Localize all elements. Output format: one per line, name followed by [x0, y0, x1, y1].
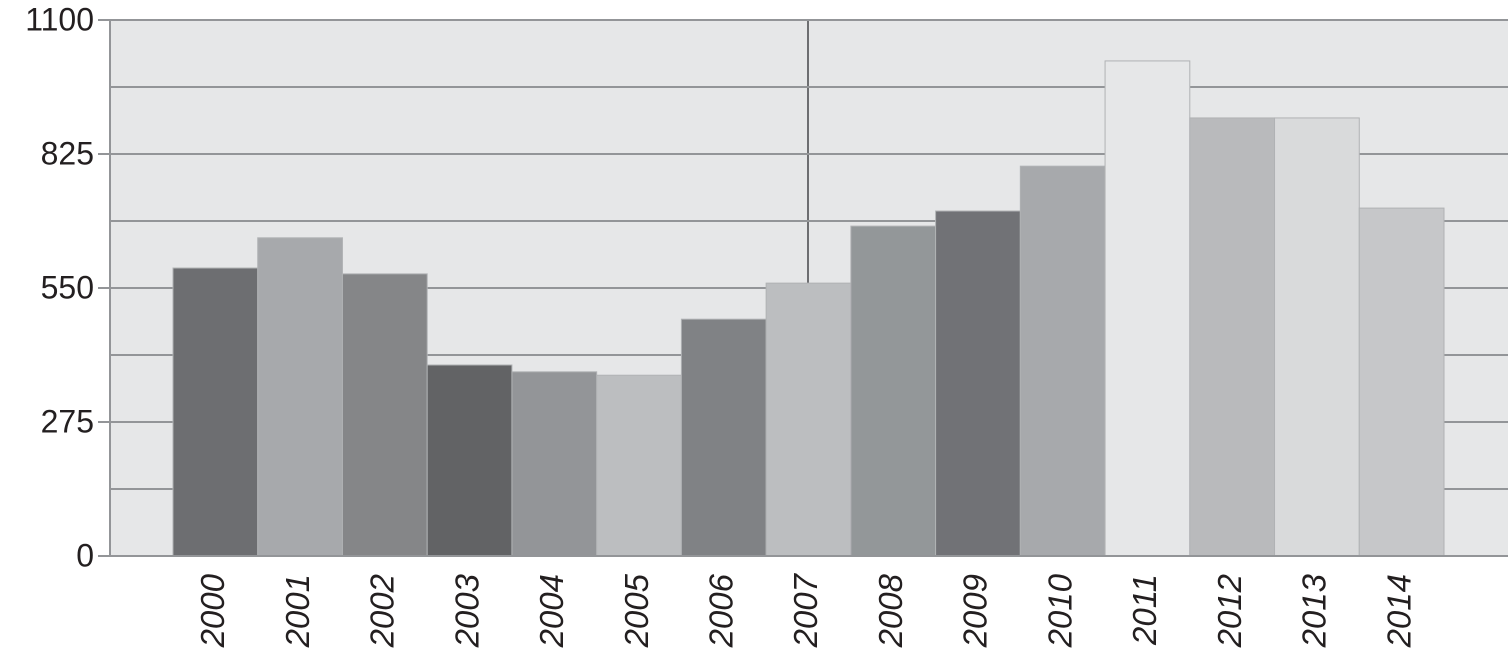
- x-tick-label: 2013: [1296, 573, 1333, 648]
- y-tick-label: 0: [76, 537, 94, 573]
- x-tick-label: 2006: [702, 573, 739, 648]
- bar: [596, 374, 682, 557]
- bar: [1274, 117, 1360, 557]
- x-tick-label: 2007: [787, 572, 824, 648]
- x-tick-label: 2004: [533, 574, 570, 648]
- bar: [511, 371, 598, 557]
- bar: [935, 210, 1021, 557]
- y-tick-label: 275: [41, 403, 94, 439]
- x-tick-label: 2012: [1211, 574, 1248, 648]
- x-tick-label: 2014: [1380, 574, 1417, 648]
- bar: [765, 282, 852, 557]
- y-tick-label: 1100: [25, 1, 94, 37]
- x-tick-label: 2008: [872, 573, 909, 648]
- bar: [426, 364, 513, 557]
- bar: [257, 237, 343, 557]
- bar: [341, 273, 428, 557]
- x-tick-label: 2003: [448, 573, 485, 648]
- x-tick-label: 2002: [364, 574, 401, 648]
- y-tick-label: 550: [41, 269, 94, 305]
- bar: [1019, 165, 1106, 557]
- y-tick-label: 825: [41, 135, 94, 171]
- x-tick-label: 2011: [1126, 574, 1163, 646]
- bar: [1104, 60, 1191, 557]
- x-tick-label: 2000: [194, 573, 231, 648]
- x-tick-label: 2010: [1041, 573, 1078, 648]
- bar: [680, 318, 767, 557]
- bar: [850, 225, 937, 557]
- x-tick-label: 2001: [279, 574, 316, 648]
- bar: [172, 267, 259, 557]
- bar: [1358, 207, 1445, 557]
- bar: [1189, 117, 1276, 557]
- x-tick-label: 2009: [957, 574, 994, 648]
- x-tick-label: 2005: [618, 573, 655, 648]
